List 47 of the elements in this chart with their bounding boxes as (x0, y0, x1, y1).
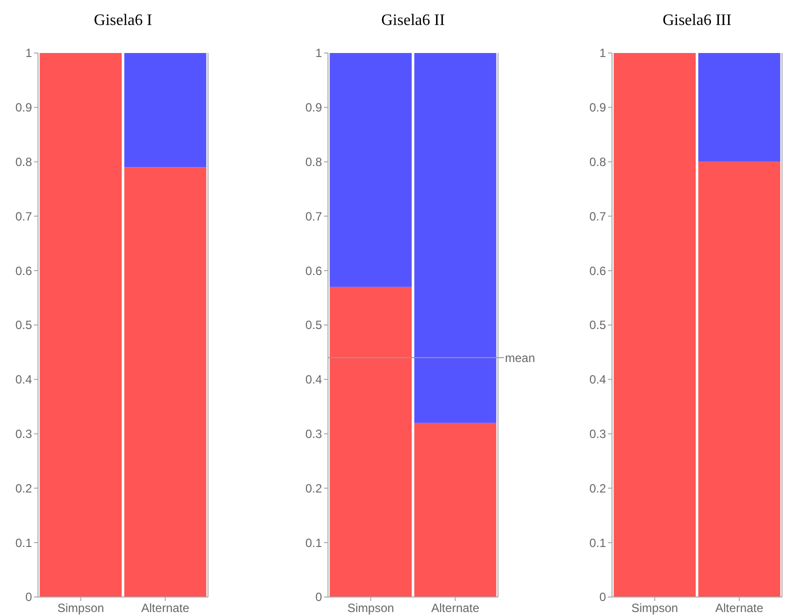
y-tick-label: 0.8 (15, 155, 32, 169)
chart-title: Gisela6 I (94, 12, 152, 29)
y-tick-label: 0.5 (15, 318, 32, 332)
y-tick-label: 0.7 (589, 209, 606, 224)
y-tick-label: 0.2 (305, 481, 322, 496)
y-tick-label: 0.1 (589, 536, 606, 550)
y-tick-label: 0 (25, 590, 32, 604)
bar (414, 422, 496, 597)
y-tick-label: 1 (25, 46, 32, 60)
y-tick-label: 1 (599, 46, 606, 60)
chart-title: Gisela6 II (381, 12, 445, 29)
y-tick-label: 0 (599, 590, 606, 604)
y-tick-label: 0.5 (305, 318, 322, 332)
y-tick-label: 0.9 (305, 100, 322, 115)
x-tick-label: Simpson (347, 601, 394, 615)
y-tick-label: 0.8 (305, 155, 322, 169)
y-tick-label: 0.7 (15, 209, 32, 224)
y-tick-label: 0.3 (589, 427, 606, 441)
y-tick-label: 0.7 (305, 209, 322, 224)
x-tick-label: Alternate (715, 601, 764, 615)
y-tick-label: 1 (315, 46, 322, 60)
y-tick-label: 0.6 (305, 264, 322, 278)
y-tick-label: 0.4 (589, 372, 606, 387)
y-tick-label: 0.5 (589, 318, 606, 332)
y-tick-label: 0.9 (15, 100, 32, 115)
x-tick-label: Simpson (57, 601, 104, 615)
y-tick-label: 0.1 (15, 536, 32, 550)
y-tick-label: 0.4 (305, 372, 322, 387)
x-tick-label: Alternate (141, 601, 190, 615)
y-tick-label: 0.4 (15, 372, 32, 387)
y-tick-label: 0.2 (15, 481, 32, 496)
x-tick-label: Alternate (431, 601, 480, 615)
bar (330, 53, 412, 287)
bar (414, 53, 496, 423)
y-tick-label: 0.3 (15, 427, 32, 441)
y-tick-label: 0.6 (589, 264, 606, 278)
y-tick-label: 0 (315, 590, 322, 604)
x-tick-label: Simpson (631, 601, 678, 615)
y-tick-label: 0.2 (589, 481, 606, 496)
y-tick-label: 0.8 (589, 155, 606, 169)
y-tick-label: 0.3 (305, 427, 322, 441)
y-tick-label: 0.1 (305, 536, 322, 550)
chart-title: Gisela6 III (662, 12, 732, 29)
y-tick-label: 0.6 (15, 264, 32, 278)
ref-line-label: mean (505, 350, 536, 365)
bar (330, 286, 412, 597)
y-tick-label: 0.9 (589, 100, 606, 115)
